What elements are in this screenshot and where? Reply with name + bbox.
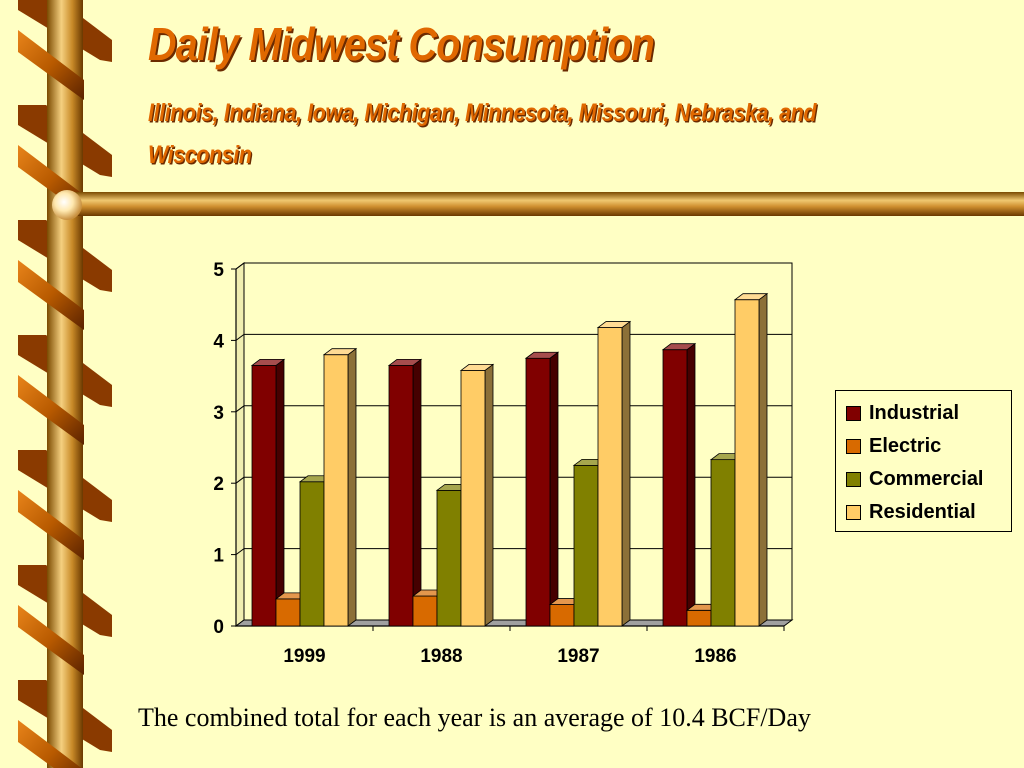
gridline-side xyxy=(235,548,245,555)
bar-front xyxy=(299,481,325,627)
bar-front xyxy=(597,327,623,627)
bar-industrial-1988 xyxy=(387,358,423,627)
y-tick-label: 2 xyxy=(213,474,224,495)
bar-front xyxy=(388,364,414,627)
legend-item-commercial: Commercial xyxy=(846,463,1011,496)
legend-item-electric: Electric xyxy=(846,430,1011,463)
decorative-knob xyxy=(52,190,82,220)
bar-top xyxy=(250,358,286,366)
legend-label-electric: Electric xyxy=(869,435,942,457)
bar-side xyxy=(686,342,696,627)
bar-side xyxy=(484,363,494,627)
y-tick-label: 4 xyxy=(213,331,224,352)
bar-side xyxy=(621,320,631,627)
bar-top xyxy=(661,343,697,351)
bar-front xyxy=(549,604,575,627)
bar-front xyxy=(460,369,486,627)
decorative-divider-band xyxy=(58,192,1024,216)
ribbon-front-segment xyxy=(18,30,84,100)
bar-top xyxy=(596,321,632,328)
x-tick-label: 1999 xyxy=(283,646,325,667)
y-tick-label: 3 xyxy=(213,403,224,424)
ribbon-front-segment xyxy=(18,260,84,330)
bar-residential-1987 xyxy=(596,320,632,627)
plot-side-wall xyxy=(235,262,245,627)
bar-front xyxy=(573,464,599,627)
bar-residential-1986 xyxy=(733,292,769,627)
bar-side xyxy=(275,358,285,627)
gridline-side xyxy=(235,476,245,484)
ribbon-front-segment xyxy=(18,375,84,445)
bar-side xyxy=(347,347,357,627)
slide-subtitle: Illinois, Indiana, Iowa, Michigan, Minne… xyxy=(148,99,817,169)
legend-label-residential: Residential xyxy=(869,501,976,523)
legend-swatch-industrial xyxy=(846,406,861,421)
bar-front xyxy=(662,349,688,627)
gridline-side xyxy=(235,405,245,413)
chart-legend: Industrial Electric Commercial Residenti… xyxy=(835,390,1012,532)
bar-front xyxy=(436,489,462,627)
slide-title: Daily Midwest Consumption xyxy=(148,18,655,70)
y-tick-label: 5 xyxy=(213,260,224,281)
legend-swatch-residential xyxy=(846,505,861,520)
legend-label-industrial: Industrial xyxy=(869,402,960,424)
x-tick-label: 1987 xyxy=(557,646,599,667)
legend-swatch-commercial xyxy=(846,472,861,487)
bar-front xyxy=(323,354,349,627)
legend-label-commercial: Commercial xyxy=(869,468,984,490)
bar-front xyxy=(710,459,736,627)
ribbon-front-segment xyxy=(18,720,82,768)
bar-residential-1999 xyxy=(322,347,358,627)
ribbon-front-segment xyxy=(18,490,84,560)
decorative-pole-ribbon xyxy=(18,0,1024,768)
bar-top xyxy=(524,351,560,359)
bar-top xyxy=(733,293,769,301)
bar-residential-1988 xyxy=(459,363,495,627)
gridline-side xyxy=(235,262,245,270)
bar-top xyxy=(322,348,358,356)
bar-front xyxy=(686,609,712,627)
bar-top xyxy=(459,363,495,371)
plot-area: 0 1 2 3 4 5 1999 1988 1987 1986 xyxy=(213,260,794,667)
bar-industrial-1986 xyxy=(661,342,697,627)
x-tick-label: 1988 xyxy=(420,646,462,667)
bar-top xyxy=(387,358,423,366)
gridline-side xyxy=(235,333,245,341)
bar-front xyxy=(275,598,301,627)
bar-front xyxy=(525,357,551,627)
footer-note: The combined total for each year is an a… xyxy=(138,703,811,732)
legend-item-residential: Residential xyxy=(846,496,1011,529)
legend-swatch-electric xyxy=(846,439,861,454)
bar-side xyxy=(412,358,422,627)
bar-front xyxy=(734,299,760,627)
y-tick-label: 1 xyxy=(213,546,224,567)
bar-front xyxy=(412,595,438,627)
bar-industrial-1987 xyxy=(524,351,560,627)
y-tick-label: 0 xyxy=(213,617,224,638)
x-tick-label: 1986 xyxy=(694,646,736,667)
bar-industrial-1999 xyxy=(250,358,286,627)
bar-side xyxy=(549,351,559,627)
legend-item-industrial: Industrial xyxy=(846,397,1011,430)
bar-front xyxy=(251,364,277,627)
bar-side xyxy=(758,292,768,627)
ribbon-front-segment xyxy=(18,605,84,675)
